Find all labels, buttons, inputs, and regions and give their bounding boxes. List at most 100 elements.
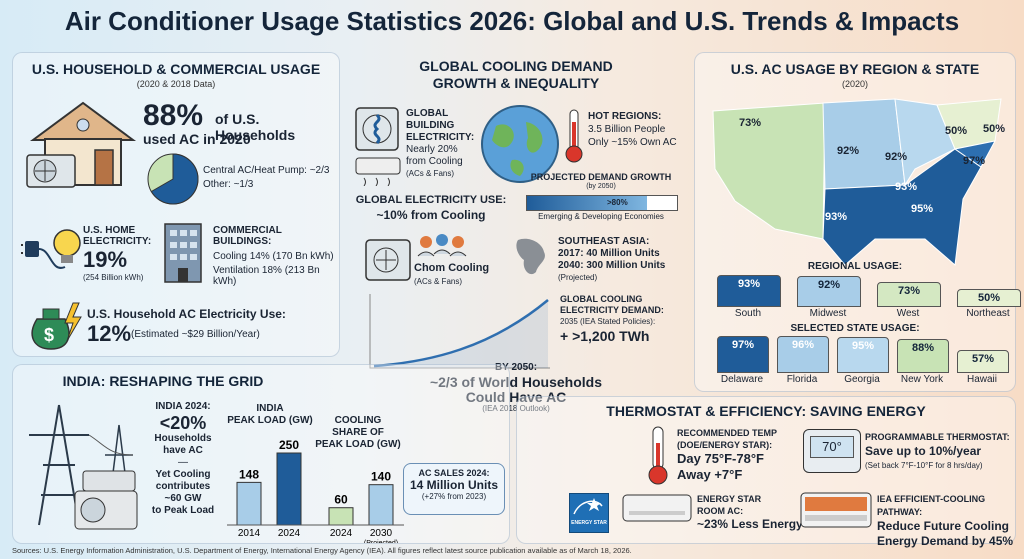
es-line-3: ~23% Less Energy [697, 517, 803, 531]
sea-line-4: (Projected) [558, 273, 598, 282]
prog-line-2: Save up to 10%/year [865, 444, 982, 458]
india-bar [368, 484, 394, 526]
page-title: Air Conditioner Usage Statistics 2026: G… [64, 6, 960, 36]
thermometer-icon [565, 109, 583, 163]
thermostat-panel: THERMOSTAT & EFFICIENCY: SAVING ENERGY R… [516, 396, 1016, 548]
home-elec-note: (254 Billion kWh) [83, 273, 144, 282]
usage-bar-label: South [734, 308, 762, 319]
india-panel: INDIA: RESHAPING THE GRID INDIA 2024: <2… [12, 364, 510, 544]
fan-ac-icon [355, 107, 401, 186]
state-title: SELECTED STATE USAGE: [790, 323, 920, 334]
by-2050-line-2: Could Have AC [465, 389, 567, 405]
thermostat-display: 70° [810, 436, 854, 458]
ac-type-pie [147, 153, 199, 205]
map-label-midwest-2: 92% [885, 151, 908, 163]
iea-line-3: Energy Demand by 45% [877, 534, 1014, 548]
hot-line-2: 3.5 Billion People [588, 124, 666, 135]
thermo-heading: THERMOSTAT & EFFICIENCY: SAVING ENERGY [606, 403, 926, 419]
india-bar-value: 250 [279, 438, 299, 452]
house-icon [26, 101, 137, 188]
bldg-line-3: ELECTRICITY: [406, 132, 475, 143]
sales-line-1: AC SALES 2024: [418, 468, 490, 478]
demand-growth-chart [369, 294, 550, 369]
india-bar-value: 148 [239, 467, 259, 481]
ac-elec-label: U.S. Household AC Electricity Use: [87, 307, 286, 321]
map-label-south-2: 95% [911, 203, 934, 215]
by-2050-line-1: ~2/3 of World Households [429, 374, 603, 390]
global-section: GLOBAL COOLING DEMAND GROWTH & INEQUALIT… [346, 52, 686, 414]
usage-bar-delaware: 97% [717, 336, 769, 373]
es-line-2: ROOM AC: [697, 506, 744, 516]
money-bag-icon: $ [31, 302, 82, 350]
india-t7: contributes [155, 481, 211, 492]
map-label-northeast-1: 50% [945, 125, 968, 137]
demand-value: + >1,200 TWh [560, 328, 650, 344]
bldg-line-4: Nearly 20% [406, 144, 458, 155]
usage-bar-value: 96% [791, 339, 815, 351]
map-label-south-3: 93% [825, 211, 848, 223]
hot-line-3: Only ~15% Own AC [588, 137, 677, 148]
usage-bar-northeast: 50% [957, 289, 1021, 307]
svg-text:$: $ [44, 325, 54, 345]
usage-bar-label: Hawaii [966, 374, 997, 385]
bldg-line-1: GLOBAL [406, 108, 449, 119]
india-heading: INDIA: RESHAPING THE GRID [62, 373, 264, 389]
usage-bar-label: Delaware [720, 374, 764, 385]
usage-bar-new-york: 88% [897, 339, 949, 373]
global-heading-2: GROWTH & INEQUALITY [432, 75, 600, 91]
region-subheading: (2020) [841, 79, 868, 89]
india-t8: ~60 GW [164, 493, 202, 504]
household-pct-text-1: of U.S. Households [215, 111, 296, 143]
by-2050-title: BY 2050: [494, 362, 538, 373]
india-bar-category: 2030 [370, 528, 393, 539]
thermometer-icon [648, 426, 668, 485]
proj-title: PROJECTED DEMAND GROWTH [530, 172, 672, 182]
globe-icon [481, 105, 559, 183]
energy-star-icon [573, 498, 603, 515]
peak-title-1: INDIA [256, 403, 284, 414]
global-use-value: ~10% from Cooling [376, 208, 486, 222]
ac-elec-note: (Estimated ~$29 Billion/Year) [131, 329, 260, 340]
bldg-line-2: BUILDING [406, 120, 455, 131]
map-label-northeast-2: 50% [983, 123, 1006, 135]
energy-star-logo: ENERGY STAR [569, 493, 609, 533]
other-ac-share: Other: ~1/3 [203, 179, 254, 190]
chom-line-1: Chom Cooling [414, 262, 490, 274]
sea-line-3: 2040: 300 Million Units [558, 260, 666, 271]
energy-star-logo-text: ENERGY STAR [571, 520, 607, 526]
home-elec-label-2: ELECTRICITY: [83, 236, 152, 247]
comm-ventilation: Ventilation 18% (213 Bn kWh) [213, 265, 320, 287]
household-ac-pct: 88% [143, 99, 204, 132]
usage-bar-label: New York [900, 374, 944, 385]
india-t3: Households [154, 433, 212, 444]
home-elec-pct: 19% [83, 247, 128, 272]
plug-bulb-icon [21, 229, 81, 269]
usage-bar-label: Northeast [966, 308, 1010, 319]
household-panel: U.S. HOUSEHOLD & COMMERCIAL USAGE (2020 … [12, 52, 340, 357]
power-tower-icon [29, 404, 138, 530]
india-t4: have AC [163, 445, 203, 456]
share-title-2: SHARE OF [332, 427, 384, 438]
ac-people-icon [365, 234, 467, 281]
region-panel: U.S. AC USAGE BY REGION & STATE (2020) 7… [694, 52, 1021, 392]
rec-line-3: Day 75°F-78°F [677, 451, 764, 466]
footer-sources: Sources: U.S. Energy Information Adminis… [12, 546, 632, 555]
ac-sales-box: AC SALES 2024: 14 Million Units (+27% fr… [403, 463, 505, 515]
demand-line-2: ELECTRICITY DEMAND: [560, 305, 664, 315]
proj-note: Emerging & Developing Economies [538, 212, 664, 221]
usage-bar-hawaii: 57% [957, 350, 1009, 373]
room-ac-icon [622, 494, 692, 522]
india-t5: — [178, 457, 188, 468]
hot-line-1: HOT REGIONS: [588, 111, 662, 122]
household-heading: U.S. HOUSEHOLD & COMMERCIAL USAGE [31, 61, 321, 77]
india-bar [328, 507, 354, 526]
sea-line-1: SOUTHEAST ASIA: [558, 236, 650, 247]
sales-line-3: (+27% from 2023) [421, 492, 487, 501]
proj-bar-fill [527, 196, 647, 210]
comm-label-1: COMMERCIAL [213, 225, 282, 236]
es-line-1: ENERGY STAR [697, 494, 762, 504]
household-pct-text-2: used AC in 2020 [143, 131, 251, 147]
usage-bar-value: 73% [897, 285, 921, 297]
india-bar-category: 2024 [278, 528, 301, 539]
efficient-ac-icon [800, 492, 872, 528]
